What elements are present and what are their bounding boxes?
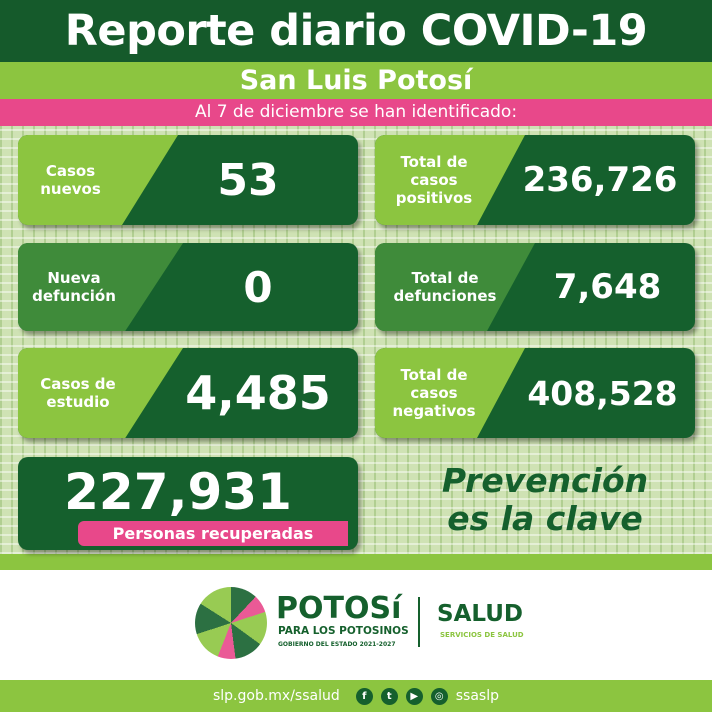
slogan: Prevención es la clave — [420, 462, 670, 538]
salud-tagline: SERVICIOS DE SALUD — [440, 631, 524, 639]
date-line: Al 7 de diciembre se han identificado: — [0, 99, 712, 126]
twitter-icon[interactable]: t — [380, 687, 398, 705]
social-handle[interactable]: ssaslp — [455, 688, 499, 704]
card-recovered: 227,931 Personas recuperadas — [18, 457, 358, 550]
card-label: Casos nuevos — [40, 162, 101, 198]
card-value: 0 — [243, 262, 273, 312]
slogan-line1: Prevención — [441, 461, 649, 500]
card-value: 4,485 — [185, 366, 331, 420]
youtube-icon[interactable]: ▶ — [405, 687, 423, 705]
card-new-death: Nueva defunción 0 — [18, 243, 358, 331]
logos: POTOSí PARA LOS POTOSINOS GOBIERNO DEL E… — [190, 585, 530, 665]
potosi-logo: POTOSí — [276, 591, 402, 626]
recovered-label: Personas recuperadas — [78, 521, 348, 546]
card-total-negative: Total de casos negativos 408,528 — [375, 348, 695, 438]
region-subtitle: San Luis Potosí — [0, 62, 712, 99]
card-value: 408,528 — [527, 373, 678, 413]
report-title: Reporte diario COVID-19 — [0, 0, 712, 62]
card-study-cases: Casos de estudio 4,485 — [18, 348, 358, 438]
footer: slp.gob.mx/ssalud f t ▶ ◎ ssaslp — [0, 680, 712, 712]
card-label: Casos de estudio — [40, 375, 116, 411]
green-strip — [0, 554, 712, 570]
potosi-emblem-icon — [195, 587, 267, 659]
logo-divider — [418, 597, 420, 647]
recovered-value: 227,931 — [64, 463, 292, 521]
website-link[interactable]: slp.gob.mx/ssalud — [212, 688, 340, 704]
gov-text: GOBIERNO DEL ESTADO 2021-2027 — [278, 641, 396, 648]
potosi-tagline: PARA LOS POTOSINOS — [278, 625, 409, 637]
facebook-icon[interactable]: f — [355, 687, 373, 705]
salud-logo: SALUD — [437, 601, 523, 627]
card-total-deaths: Total de defunciones 7,648 — [375, 243, 695, 331]
card-label: Total de casos negativos — [392, 366, 476, 420]
card-value: 236,726 — [522, 160, 678, 200]
card-value: 53 — [217, 154, 279, 206]
card-new-cases: Casos nuevos 53 — [18, 135, 358, 225]
card-total-positive: Total de casos positivos 236,726 — [375, 135, 695, 225]
card-label: Nueva defunción — [32, 269, 116, 305]
slogan-line2: es la clave — [447, 499, 643, 538]
card-label: Total de defunciones — [393, 269, 497, 305]
card-label: Total de casos positivos — [395, 153, 473, 207]
card-value: 7,648 — [553, 267, 662, 307]
instagram-icon[interactable]: ◎ — [430, 687, 448, 705]
